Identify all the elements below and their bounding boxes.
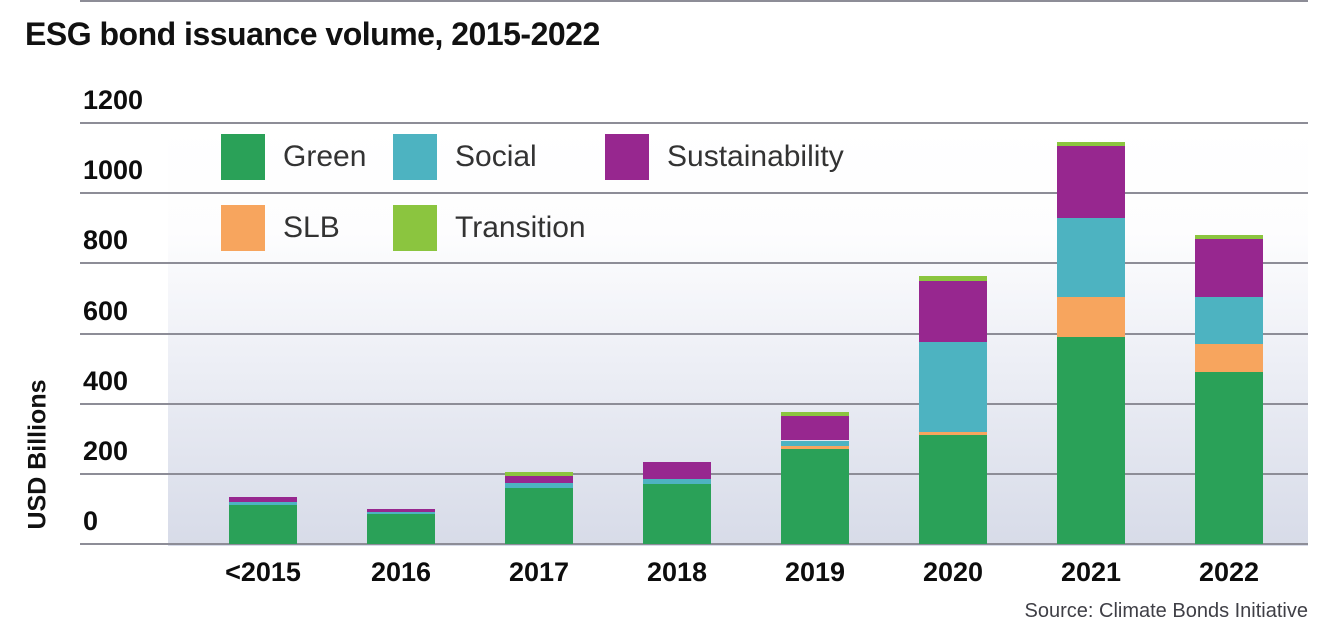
legend-swatch-slb-icon [221, 205, 265, 251]
bar-segment-transition-2022 [1195, 235, 1263, 239]
legend-swatch-green-icon [221, 134, 265, 180]
x-tick-label-2022: 2022 [1198, 557, 1260, 587]
bar-2018 [643, 461, 711, 545]
bar-segment-transition-2020 [919, 275, 987, 281]
bar-segment-green-2022 [1195, 372, 1263, 544]
legend-item-slb: SLB [221, 205, 481, 251]
bar-2022 [1195, 235, 1263, 545]
y-tick-label-600: 600 [83, 295, 129, 326]
gridline-800 [80, 262, 1308, 265]
legend-label-slb: SLB [283, 211, 340, 244]
bar-segment-green-2017 [505, 487, 573, 544]
gridline-0 [80, 543, 1308, 545]
y-tick-label-1200: 1200 [83, 85, 144, 115]
bar-segment-green-2021 [1057, 336, 1125, 544]
legend-item-green: Green [221, 134, 481, 180]
legend-label-transition: Transition [455, 211, 586, 244]
bar-segment-green-2015 [229, 505, 297, 544]
bar-segment-social-2019 [781, 440, 849, 446]
x-tick-label-2017: 2017 [508, 557, 570, 587]
gridline-400 [80, 402, 1308, 405]
bar-2021 [1057, 142, 1125, 545]
y-tick-label-1000: 1000 [83, 155, 144, 186]
bar-segment-sustainability-2015 [229, 496, 297, 502]
bar-segment-social-2022 [1195, 296, 1263, 345]
y-tick-label-200: 200 [83, 435, 129, 466]
bar-segment-green-2016 [367, 514, 435, 544]
bar-segment-transition-2019 [781, 412, 849, 416]
y-tick-label-400: 400 [83, 365, 129, 396]
bar-segment-green-2020 [919, 435, 987, 544]
bar-segment-slb-2021 [1057, 296, 1125, 337]
legend-label-green: Green [283, 140, 367, 173]
x-tick-label-2018: 2018 [646, 557, 708, 587]
legend-swatch-sustainability-icon [605, 134, 649, 180]
x-tick-label-2016: 2016 [370, 557, 432, 587]
x-tick-label-2020: 2020 [922, 557, 984, 587]
y-axis-title: USD Billions [23, 379, 52, 530]
bar-segment-social-2016 [367, 512, 435, 515]
bar-segment-social-2021 [1057, 217, 1125, 297]
legend-swatch-social-icon [393, 134, 437, 180]
legend-swatch-transition-icon [393, 205, 437, 251]
gridline-1000 [80, 192, 1308, 195]
bar-2019 [781, 412, 849, 545]
x-tick-label-2019: 2019 [784, 557, 846, 587]
legend-item-social: Social [393, 134, 653, 180]
bar-segment-sustainability-2019 [781, 415, 849, 441]
x-axis-baseline [80, 0, 1308, 2]
x-tick-label-2015: <2015 [225, 557, 301, 587]
bar-segment-sustainability-2021 [1057, 145, 1125, 218]
bar-segment-transition-2017 [505, 472, 573, 476]
bar-segment-sustainability-2022 [1195, 238, 1263, 297]
bar-segment-green-2018 [643, 484, 711, 544]
bar-2017 [505, 472, 573, 545]
legend-item-sustainability: Sustainability [605, 134, 865, 180]
legend-label-social: Social [455, 140, 537, 173]
bar-2016 [367, 508, 435, 545]
legend-item-transition: Transition [393, 205, 653, 251]
bar-segment-slb-2019 [781, 445, 849, 450]
chart-title: ESG bond issuance volume, 2015-2022 [25, 16, 600, 52]
bar-segment-sustainability-2017 [505, 475, 573, 483]
bar-segment-sustainability-2018 [643, 461, 711, 480]
bar-segment-social-2020 [919, 342, 987, 432]
bar-segment-sustainability-2016 [367, 508, 435, 513]
bar-segment-transition-2021 [1057, 142, 1125, 146]
x-tick-label-2021: 2021 [1060, 557, 1122, 587]
bar-segment-social-2015 [229, 501, 297, 506]
y-tick-label-0: 0 [83, 506, 99, 536]
gridline-1200 [80, 122, 1308, 124]
bar-2015 [229, 496, 297, 545]
y-tick-label-800: 800 [83, 225, 129, 256]
bar-segment-social-2017 [505, 482, 573, 488]
bar-segment-green-2019 [781, 449, 849, 544]
legend-label-sustainability: Sustainability [667, 140, 844, 173]
bar-2020 [919, 275, 987, 545]
bar-segment-social-2018 [643, 479, 711, 485]
plot-area-background [168, 123, 1308, 546]
gridline-600 [80, 332, 1308, 335]
source-note: Source: Climate Bonds Initiative [1024, 600, 1308, 622]
bar-segment-slb-2022 [1195, 344, 1263, 373]
bar-segment-slb-2020 [919, 431, 987, 436]
bar-segment-sustainability-2020 [919, 280, 987, 343]
